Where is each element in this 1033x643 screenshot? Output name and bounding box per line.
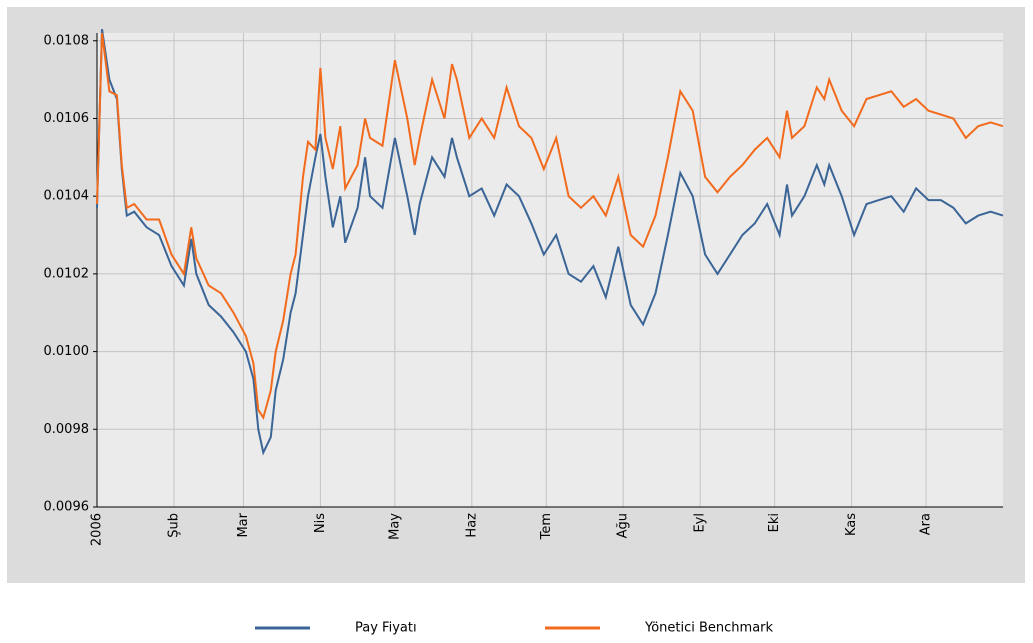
- x-tick-label: Haz: [464, 513, 479, 538]
- y-tick-label: 0.0102: [44, 266, 90, 281]
- y-tick-label: 0.0096: [44, 500, 90, 515]
- x-tick-label: Eyl: [693, 513, 708, 533]
- y-tick-label: 0.0098: [44, 422, 90, 437]
- x-tick-label: Kas: [844, 513, 859, 536]
- y-tick-label: 0.0104: [44, 189, 90, 204]
- x-tick-label: Mar: [236, 512, 251, 537]
- series-line: [96, 32, 1004, 421]
- x-tick-label: 2006: [90, 513, 105, 546]
- x-tick-label: Ağu: [616, 513, 631, 538]
- x-tick-label: Şub: [166, 513, 181, 538]
- legend-label: Pay Fiyatı: [355, 621, 417, 636]
- x-tick-label: May: [387, 513, 402, 540]
- x-tick-label: Ara: [919, 513, 934, 535]
- x-tick-label: Tem: [539, 513, 554, 540]
- y-tick-label: 0.0106: [44, 111, 90, 126]
- y-tick-label: 0.0108: [44, 33, 90, 48]
- x-tick-label: Nis: [313, 513, 328, 533]
- series-line: [96, 28, 1004, 456]
- legend-label: Yönetici Benchmark: [644, 621, 774, 636]
- x-tick-label: Eki: [767, 513, 782, 532]
- plot-area: [97, 33, 1003, 507]
- y-tick-label: 0.0100: [44, 344, 90, 359]
